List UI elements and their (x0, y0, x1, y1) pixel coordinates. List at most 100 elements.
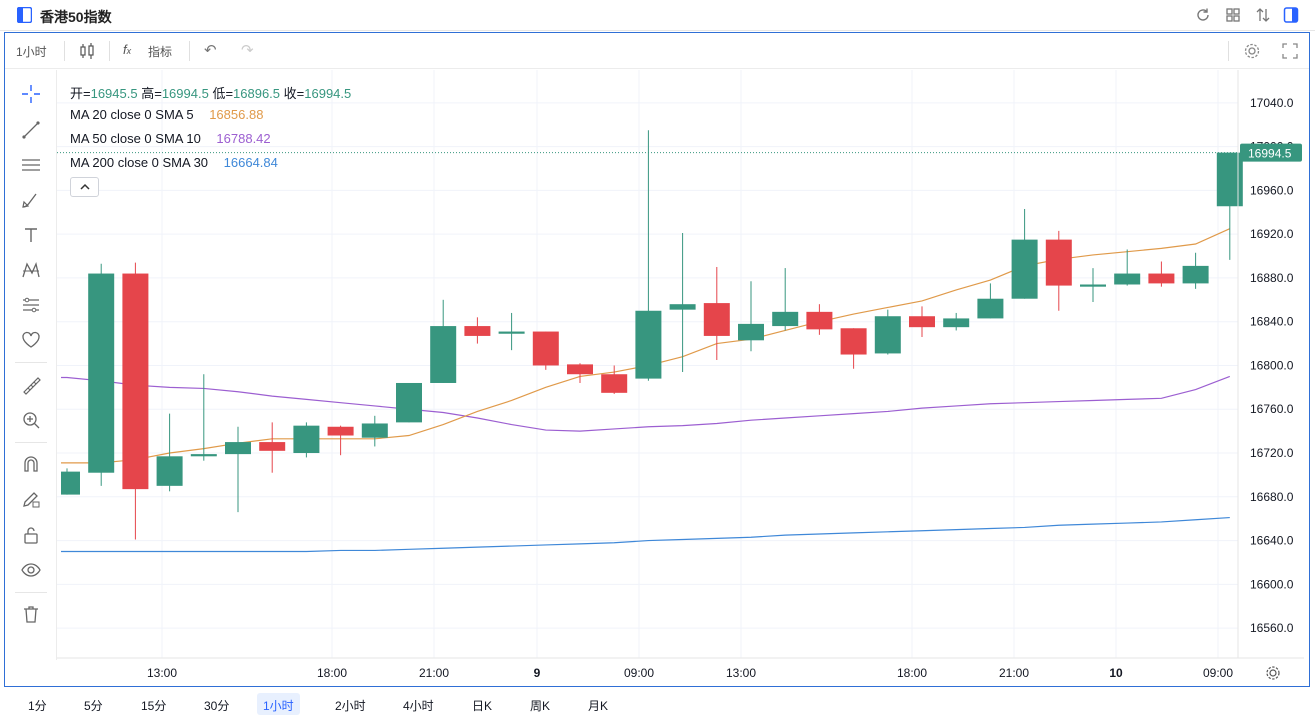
candle (806, 304, 833, 335)
refresh-icon[interactable] (1194, 6, 1212, 24)
pencil-lock-icon[interactable] (21, 489, 41, 509)
candle (327, 425, 354, 456)
price-tick-label: 17040.0 (1250, 96, 1294, 110)
period-6[interactable]: 4小时 (403, 699, 434, 713)
candle (1114, 249, 1141, 286)
trash-icon[interactable] (21, 604, 41, 624)
price-tick-label: 16800.0 (1250, 358, 1294, 372)
fullscreen-icon[interactable] (1281, 42, 1299, 60)
legend-collapse-button[interactable] (70, 177, 99, 197)
ma-legend-value: 16664.84 (223, 155, 278, 170)
candle-body (977, 298, 1004, 319)
axis-settings-icon[interactable] (1266, 666, 1280, 680)
period-2[interactable]: 15分 (141, 699, 167, 713)
drawing-toolbar (5, 70, 57, 660)
candle-body (532, 331, 559, 366)
open-label: 开= (70, 86, 91, 101)
candle (430, 299, 457, 383)
candle-body (61, 471, 80, 495)
settings-gear-icon[interactable] (1243, 42, 1261, 60)
ma-legend-row[interactable]: MA 20 close 0 SMA 5 16856.88 (70, 107, 263, 122)
ruler-icon[interactable] (21, 375, 41, 395)
candle-body (1182, 265, 1209, 284)
candle-body (840, 328, 867, 355)
trend-line-icon[interactable] (21, 120, 41, 140)
candle-body (1216, 152, 1243, 207)
price-chart[interactable]: 17040.017000.016960.016920.016880.016840… (0, 0, 1315, 689)
price-tick-label: 16880.0 (1250, 271, 1294, 285)
sort-arrows-icon[interactable] (1254, 6, 1272, 24)
candle-body (293, 425, 320, 454)
pattern-icon[interactable] (21, 260, 41, 280)
period-5[interactable]: 2小时 (335, 699, 366, 713)
period-7[interactable]: 日K (472, 699, 493, 713)
time-tick-label: 13:00 (726, 666, 756, 680)
crosshair-icon[interactable] (21, 84, 41, 104)
period-9[interactable]: 月K (588, 699, 609, 713)
interval-selector[interactable]: 1小时 (16, 45, 47, 59)
price-tick-label: 16760.0 (1250, 402, 1294, 416)
time-tick-label: 09:00 (1203, 666, 1233, 680)
candle-body (259, 442, 286, 451)
ma-legend-row[interactable]: MA 200 close 0 SMA 30 16664.84 (70, 155, 278, 170)
candle (190, 374, 217, 461)
indicators-label: 指标 (148, 45, 173, 59)
price-tick-label: 16680.0 (1250, 490, 1294, 504)
eye-icon[interactable] (21, 560, 41, 580)
magnet-icon[interactable] (21, 454, 41, 474)
candle (532, 331, 559, 370)
price-tick-label: 16720.0 (1250, 446, 1294, 460)
layout-grid-icon[interactable] (1224, 6, 1242, 24)
period-4[interactable]: 1小时 (257, 693, 300, 715)
measure-tools-icon[interactable] (21, 295, 41, 315)
panel-icon (17, 7, 32, 23)
candle (977, 283, 1004, 319)
ma-legend-label: MA 200 close 0 SMA 30 (70, 155, 209, 170)
time-tick-label: 18:00 (897, 666, 927, 680)
candle (635, 130, 662, 381)
text-icon[interactable] (21, 225, 41, 245)
price-tick-label: 16960.0 (1250, 183, 1294, 197)
candle-body (1148, 273, 1175, 284)
undo-icon[interactable]: ↶ (204, 42, 217, 59)
candle (874, 309, 901, 355)
candle (498, 312, 525, 351)
brush-icon[interactable] (21, 190, 41, 210)
candle (1045, 230, 1072, 311)
candle (61, 468, 80, 495)
ma-legend-row[interactable]: MA 50 close 0 SMA 10 16788.42 (70, 131, 271, 146)
candle-body (669, 304, 696, 310)
candle (88, 263, 115, 486)
horizontal-lines-icon[interactable] (21, 155, 41, 175)
lock-icon[interactable] (21, 525, 41, 545)
last-price-badge (1240, 143, 1302, 162)
period-0[interactable]: 1分 (28, 699, 47, 713)
candle (601, 365, 628, 394)
redo-icon[interactable]: ↷ (241, 42, 254, 59)
candle-body (464, 326, 491, 336)
time-axis: 13:00 18:00 21:00 9 09:00 13:00 18:00 21:00 10 09… (57, 657, 1304, 680)
side-panel-icon[interactable] (1282, 6, 1300, 24)
price-tick-label: 16640.0 (1250, 534, 1294, 548)
time-tick-label: 21:00 (999, 666, 1029, 680)
price-tick-label: 16920.0 (1250, 227, 1294, 241)
period-8[interactable]: 周K (530, 699, 551, 713)
candle (122, 262, 149, 540)
zoom-in-icon[interactable] (21, 410, 41, 430)
candle (361, 415, 388, 447)
period-3[interactable]: 30分 (204, 699, 230, 713)
candle-body (635, 310, 662, 379)
low-label: 低= (212, 86, 234, 101)
window-title: 香港50指数 (40, 9, 112, 25)
candle (567, 363, 593, 383)
candle-body (430, 326, 457, 383)
candle-body (943, 318, 970, 328)
favorite-heart-icon[interactable] (21, 330, 41, 350)
candlestick-type-icon[interactable] (78, 42, 96, 60)
candle-body (156, 456, 183, 486)
chart-toolbar: 1小时 fx 指标 ↶ ↷ (5, 33, 1309, 69)
time-tick-label: 18:00 (317, 666, 347, 680)
candle (396, 382, 422, 423)
ma-legend-value: 16856.88 (209, 107, 264, 122)
period-1[interactable]: 5分 (84, 699, 103, 713)
